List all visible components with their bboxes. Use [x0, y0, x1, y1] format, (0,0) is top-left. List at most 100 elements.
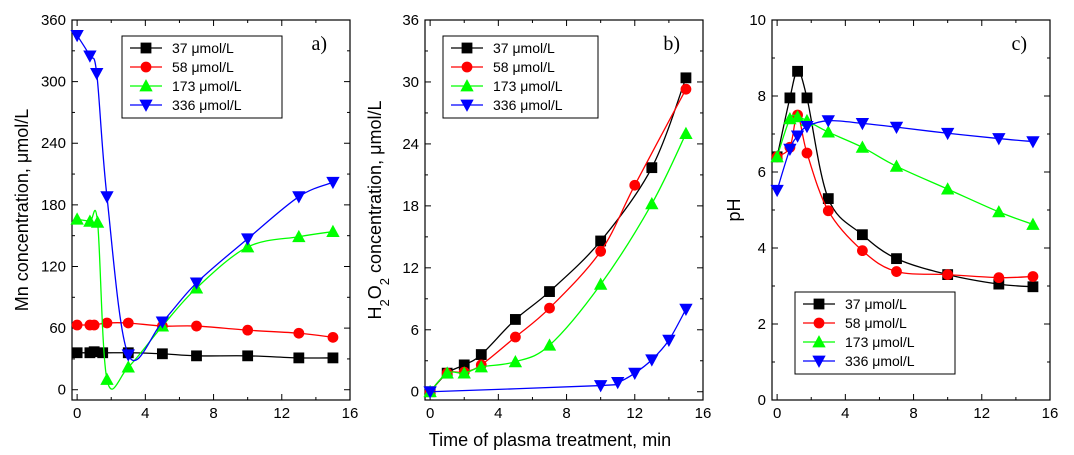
data-point: [155, 316, 170, 329]
series-3: [770, 115, 1040, 198]
x-tick-label: 12: [626, 405, 643, 422]
data-point: [593, 277, 608, 290]
legend-marker: [139, 99, 153, 112]
series-2: [770, 110, 1040, 230]
data-point: [100, 191, 114, 204]
data-point: [891, 253, 902, 265]
y-tick-label: 120: [41, 258, 66, 275]
data-point: [801, 92, 813, 104]
data-point: [680, 72, 692, 84]
y-axis-title-part: concentration, μmol/L: [365, 101, 385, 278]
panel-label: c): [1011, 33, 1027, 55]
x-tick-label: 8: [909, 405, 917, 422]
data-point: [855, 140, 870, 153]
x-tick-label: 4: [841, 405, 849, 422]
panel-a-mn-concentration: 0 4 8 12 16 0 60 120 180 240 300 360 Mn concentratio…: [12, 12, 358, 422]
series-line: [429, 133, 687, 393]
data-point: [628, 367, 642, 380]
data-point: [457, 366, 471, 379]
legend-marker: [461, 61, 473, 73]
data-point: [940, 127, 955, 141]
y-axis-title-part: O: [365, 285, 385, 299]
y-tick-label: 10: [749, 12, 766, 29]
x-tick-label: 8: [562, 405, 570, 422]
legend-label: 173 μmol/L: [845, 334, 915, 350]
legend: 37 μmol/L 58 μmol/L 173 μmol/L 336 μmol/L: [442, 35, 599, 119]
data-point: [889, 159, 904, 172]
series-1: [771, 109, 1039, 284]
data-point: [83, 50, 97, 63]
y-tick-label: 60: [49, 320, 66, 337]
plot-frame: [71, 19, 351, 401]
data-point: [122, 317, 134, 329]
data-point: [509, 331, 521, 343]
series-0: [71, 346, 339, 364]
data-point: [88, 319, 100, 331]
data-point: [784, 92, 796, 104]
data-point: [191, 320, 202, 332]
data-point: [508, 354, 523, 368]
y-tick-label: 0: [58, 382, 66, 399]
data-point: [542, 338, 557, 351]
data-point: [790, 130, 805, 143]
data-point: [992, 205, 1006, 218]
data-point: [770, 184, 784, 198]
data-point: [940, 182, 955, 195]
data-point: [100, 372, 114, 385]
data-point: [242, 350, 254, 362]
data-point: [595, 245, 607, 257]
data-point: [1027, 271, 1039, 282]
data-point: [821, 115, 835, 128]
data-point: [242, 324, 254, 336]
legend-marker: [460, 79, 474, 92]
data-point: [240, 240, 255, 253]
y-tick-label: 300: [41, 74, 66, 91]
series-1: [71, 317, 339, 343]
data-point: [1026, 217, 1040, 230]
panel-label: b): [663, 33, 680, 55]
data-point: [121, 360, 135, 373]
legend-marker: [813, 317, 825, 329]
data-point: [645, 354, 659, 367]
x-tick-label: 4: [141, 405, 149, 422]
y-tick-label: 4: [758, 240, 766, 257]
data-point: [1026, 136, 1040, 149]
legend-marker: [140, 42, 152, 54]
data-point: [889, 121, 904, 134]
x-tick-label: 12: [973, 405, 990, 422]
series-line: [429, 88, 687, 393]
legend-marker: [461, 42, 473, 54]
data-point: [191, 350, 202, 362]
shared-x-axis-title: Time of plasma treatment, min: [429, 430, 671, 450]
data-point: [800, 121, 814, 134]
x-tick-label: 0: [73, 405, 81, 422]
data-point: [293, 327, 305, 339]
plot-frame: [424, 19, 704, 401]
y-tick-label: 6: [758, 164, 766, 181]
data-point: [327, 331, 339, 343]
legend-marker: [812, 355, 826, 368]
x-tick-label: 4: [494, 405, 502, 422]
panel-c-ph: 0 4 8 12 16 0 2 4 6 8 10 pH c) 37 μmol/L 58 μmol/L 173 …: [724, 12, 1058, 422]
y-axis-title: H2O2 concentration, μmol/L: [365, 101, 392, 320]
series-3: [423, 303, 693, 399]
y-axis-title: Mn concentration, μmol/L: [12, 109, 32, 311]
data-point: [822, 193, 834, 205]
y-tick-label: 0: [758, 392, 766, 409]
y-tick-label: 6: [411, 322, 419, 339]
series-3: [70, 30, 340, 362]
series-line: [776, 114, 1034, 226]
x-tick-label: 0: [773, 405, 781, 422]
data-point: [855, 117, 870, 131]
data-point: [821, 125, 835, 138]
series-0: [424, 72, 692, 398]
data-point: [1027, 281, 1039, 293]
y-axis-title: pH: [724, 198, 744, 221]
series-1: [424, 83, 692, 398]
data-point: [856, 245, 868, 257]
data-point: [544, 286, 555, 297]
data-point: [440, 366, 454, 379]
data-point: [70, 30, 84, 43]
series-line: [776, 114, 1033, 279]
